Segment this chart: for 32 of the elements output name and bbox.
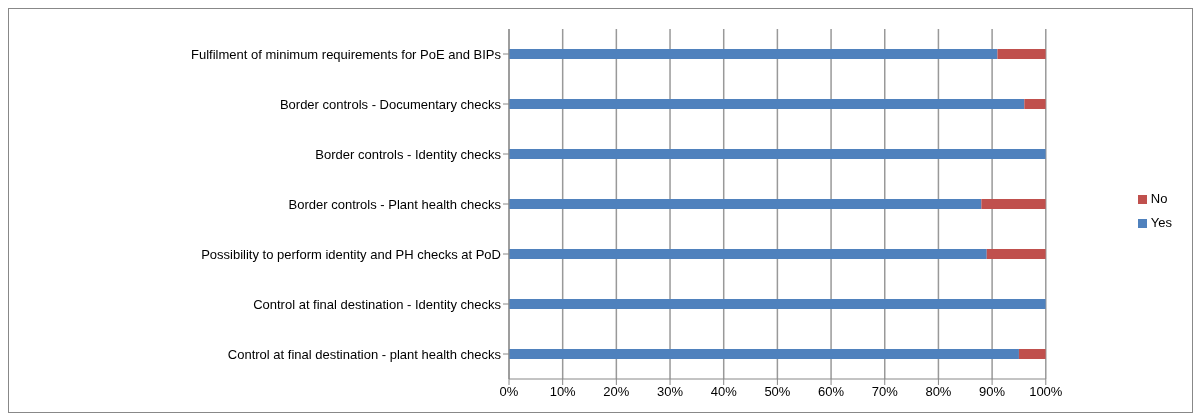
x-tick-label: 30% [657, 384, 684, 400]
legend-label: No [1150, 190, 1168, 206]
x-tick-label: 90% [979, 384, 1006, 400]
x-tick-label: 40% [710, 384, 738, 400]
x-tick-label: 100% [1029, 384, 1063, 400]
y-tick-label: Border controls - Identity checks [315, 146, 502, 162]
bar [986, 249, 1046, 259]
bar [509, 49, 998, 59]
y-tick-label: Fulfilment of minimum requirements for PoE and BIPs [191, 46, 502, 62]
y-tick-label: Border controls - Documentary checks [279, 96, 502, 112]
y-tick-label: Control at final destination - Identity checks [253, 296, 502, 312]
bar [509, 99, 1025, 109]
bar [509, 199, 982, 209]
x-tick-label: 10% [549, 384, 577, 400]
y-tick-label: Border controls - Plant health checks [288, 196, 502, 212]
x-tick-label: 50% [764, 384, 791, 400]
x-tick-label: 70% [871, 384, 899, 400]
y-tick-label: Control at final destination - plant health checks [227, 346, 502, 362]
y-tick-label: Possibility to perform identity and PH checks at PoD [201, 246, 501, 262]
x-tick-label: 80% [925, 384, 952, 400]
bar [1024, 99, 1046, 109]
x-tick-label: 60% [818, 384, 845, 400]
bar [509, 299, 1046, 309]
bar [997, 49, 1046, 59]
bar [1018, 349, 1046, 359]
bar [509, 249, 987, 259]
legend-label: Yes [1150, 214, 1172, 230]
bar [981, 199, 1046, 209]
bar [509, 349, 1019, 359]
bar [509, 149, 1046, 159]
x-tick-label: 20% [603, 384, 630, 400]
x-tick-label: 0% [499, 384, 519, 400]
